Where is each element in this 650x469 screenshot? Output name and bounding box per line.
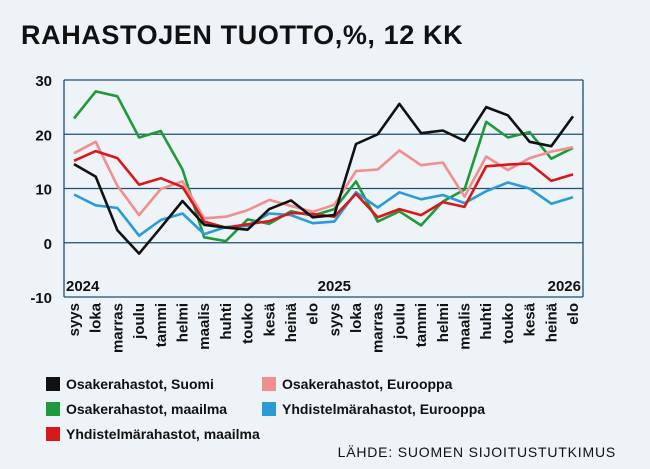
series-line-1 [73, 140, 574, 220]
x-tick-label: maalis [196, 303, 213, 350]
series-line-3 [73, 181, 574, 237]
series-lines [72, 90, 575, 255]
x-tick-label: elo [565, 303, 582, 325]
legend-label: Yhdistelmärahastot, Eurooppa [282, 401, 486, 417]
source-note: LÄHDE: SUOMEN SIJOITUSTUTKIMUS [337, 444, 616, 460]
year-label: 2025 [318, 278, 351, 295]
x-tick-label: joulu [391, 303, 408, 340]
x-tick-label: heinä [543, 302, 560, 342]
legend-item: Yhdistelmärahastot, maailma [46, 426, 260, 442]
x-tick-label: helmi [435, 303, 452, 342]
legend-label: Osakerahastot, maailma [66, 401, 228, 417]
x-tick-labels: syys loka marras joulu tammi helmi maalis huhti… [66, 302, 582, 353]
x-tick-label: marras [109, 303, 126, 353]
legend-item: Yhdistelmärahastot, Eurooppa [262, 401, 485, 417]
legend-swatch [262, 377, 276, 391]
x-tick-label: joulu [131, 303, 148, 340]
chart-title: RAHASTOJEN TUOTTO,%, 12 KK [21, 20, 464, 50]
legend-swatch [46, 402, 60, 416]
legend-swatch [46, 427, 60, 441]
year-label: 2024 [66, 278, 100, 295]
x-tick-label: touko [240, 303, 257, 344]
y-tick-label: 30 [35, 73, 52, 90]
grid-lines [63, 79, 584, 298]
x-tick-label: kesä [522, 302, 539, 336]
legend-label: Yhdistelmärahastot, maailma [66, 426, 260, 442]
y-tick-label: 10 [35, 182, 52, 199]
x-tick-label: huhti [478, 303, 495, 340]
x-tick-label: loka [88, 302, 105, 333]
x-tick-label: maalis [457, 303, 474, 350]
series-line-0 [73, 102, 575, 255]
x-tick-label: syys [326, 303, 343, 336]
y-tick-label: -10 [30, 290, 52, 307]
x-tick-label: marras [370, 303, 387, 353]
x-tick-label: loka [348, 302, 365, 333]
legend-item: Osakerahastot, maailma [46, 401, 227, 417]
year-label: 2026 [548, 278, 581, 295]
y-tick-label: 0 [44, 236, 52, 253]
legend-swatch [262, 402, 276, 416]
y-tick-labels: -10 0 10 20 30 [30, 73, 52, 307]
legend-item: Osakerahastot, Eurooppa [262, 376, 452, 392]
legend-item: Osakerahastot, Suomi [46, 376, 214, 392]
x-tick-label: heinä [283, 302, 300, 342]
year-labels: 2024 2025 2026 [66, 278, 581, 295]
x-tick-label: kesä [261, 302, 278, 336]
x-tick-label: helmi [174, 303, 191, 342]
legend-swatch [46, 377, 60, 391]
x-tick-label: syys [66, 303, 83, 336]
legend-label: Osakerahastot, Eurooppa [282, 376, 453, 392]
x-tick-label: elo [305, 303, 322, 325]
series-line-2 [72, 90, 574, 243]
x-tick-label: tammi [413, 303, 430, 347]
x-tick-label: tammi [153, 303, 170, 347]
x-tick-label: huhti [218, 303, 235, 340]
x-tick-label: touko [500, 303, 517, 344]
y-tick-label: 20 [35, 127, 52, 144]
legend-label: Osakerahastot, Suomi [66, 376, 214, 392]
